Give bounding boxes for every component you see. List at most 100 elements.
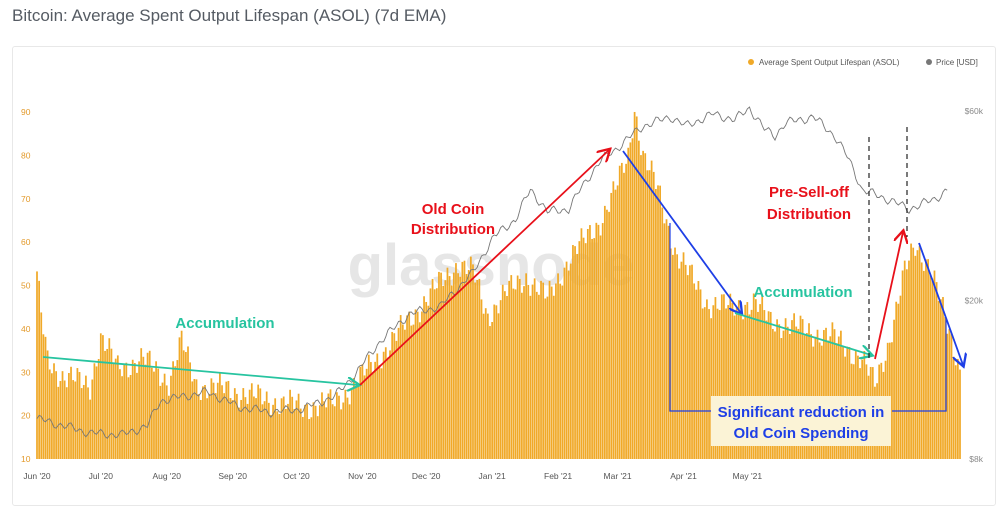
legend-price-dot [926, 59, 932, 65]
asol-bar [727, 305, 730, 459]
y-tick-label: 50 [21, 281, 31, 291]
asol-bar [480, 299, 483, 459]
asol-bar [172, 361, 174, 459]
asol-bar [612, 181, 615, 459]
asol-bar [759, 304, 761, 459]
asol-bar [691, 264, 693, 459]
reduction-bracket-right [892, 319, 947, 412]
accumulation-arrow-1 [42, 356, 358, 385]
asol-bar [342, 402, 345, 459]
x-tick-label: Sep '20 [218, 471, 247, 481]
asol-bar [591, 238, 593, 459]
asol-bar [423, 296, 425, 459]
asol-bar [840, 330, 842, 459]
asol-bar [418, 322, 421, 459]
asol-bar [267, 402, 270, 459]
asol-bar [723, 294, 725, 459]
asol-bar [238, 407, 240, 459]
asol-bar [625, 163, 627, 459]
asol-bar [272, 404, 274, 459]
asol-bar [74, 381, 77, 459]
asol-bar [472, 264, 474, 459]
asol-bar [57, 386, 60, 459]
asol-bar [476, 279, 479, 459]
asol-bar [650, 160, 653, 459]
asol-bar [159, 385, 162, 459]
asol-bar [325, 407, 328, 459]
asol-bar [346, 397, 349, 459]
asol-bar [478, 278, 481, 459]
asol-bar [304, 404, 306, 459]
y-tick-label: 30 [21, 367, 31, 377]
asol-bar [452, 272, 455, 459]
asol-bar [361, 364, 364, 459]
asol-bar [484, 308, 487, 459]
asol-bar [491, 322, 493, 459]
asol-bar [187, 346, 189, 459]
asol-bar [584, 243, 587, 459]
asol-bar [68, 372, 70, 459]
asol-bar [565, 261, 568, 459]
asol-bar [80, 388, 83, 459]
asol-bar [893, 319, 895, 459]
asol-bar [427, 305, 430, 459]
y-tick-label: 70 [21, 194, 31, 204]
asol-bar [801, 319, 804, 459]
asol-bar [731, 302, 734, 459]
asol-bar [153, 371, 155, 459]
asol-bar [618, 165, 621, 459]
asol-bar [327, 393, 330, 459]
asol-bar [663, 223, 666, 459]
asol-bar [942, 297, 944, 459]
asol-bar [933, 270, 936, 459]
asol-bar [582, 237, 585, 459]
asol-bar [954, 365, 957, 459]
asol-bar [297, 393, 300, 459]
asol-bar [193, 379, 196, 459]
asol-bar [914, 255, 917, 459]
asol-bar [937, 300, 940, 459]
asol-bar [552, 295, 555, 459]
asol-bar [763, 310, 766, 459]
asol-bar [129, 374, 132, 459]
asol-bar [463, 260, 466, 459]
legend-asol-label[interactable]: Average Spent Output Lifespan (ASOL) [759, 58, 900, 67]
asol-bar [957, 358, 959, 459]
asol-bar [959, 369, 961, 459]
asol-bar [397, 327, 400, 459]
asol-bar [487, 313, 489, 459]
asol-bar [563, 267, 566, 459]
legend-asol-dot [748, 59, 754, 65]
asol-bar [903, 260, 906, 459]
asol-bar [669, 248, 672, 459]
asol-bar [910, 243, 912, 459]
asol-bar [112, 364, 115, 459]
asol-bar [629, 142, 632, 459]
asol-bar [665, 219, 668, 459]
asol-bar [102, 335, 104, 459]
asol-bar [119, 369, 121, 459]
asol-bar [508, 280, 510, 459]
asol-bar [642, 150, 644, 460]
asol-bar [697, 281, 700, 459]
asol-bar [546, 296, 549, 459]
reduction-box [711, 396, 891, 446]
legend-price-label[interactable]: Price [USD] [936, 58, 978, 67]
asol-bar [344, 389, 347, 459]
asol-bar [365, 368, 368, 459]
asol-bar [85, 375, 87, 459]
asol-bar [735, 306, 738, 459]
accumulation-arrow-2 [734, 312, 871, 355]
asol-bar [104, 350, 106, 459]
asol-bar [174, 366, 177, 459]
asol-bar [87, 387, 89, 459]
old-coin-label-2: Distribution [411, 221, 495, 238]
asol-bar [274, 398, 277, 459]
asol-bar [808, 323, 810, 459]
asol-bar [469, 256, 472, 459]
asol-bar [897, 303, 900, 459]
asol-bar [216, 382, 219, 459]
asol-bar [899, 295, 902, 459]
asol-bar [544, 298, 547, 459]
asol-bar [46, 350, 49, 459]
